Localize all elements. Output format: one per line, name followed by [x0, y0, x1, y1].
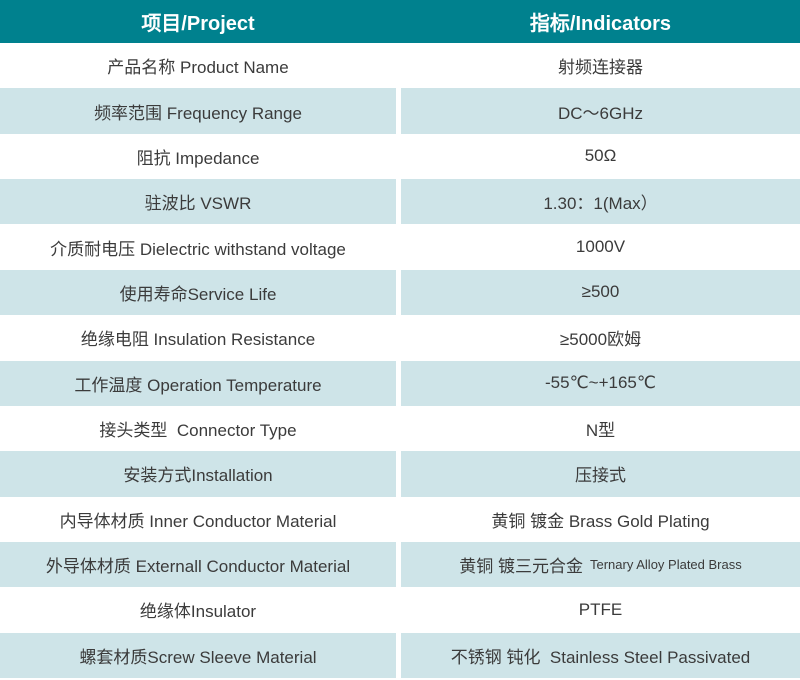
row-label-cell: 驻波比 VSWR	[0, 179, 396, 225]
row-label: 使用寿命Service Life	[119, 284, 277, 304]
row-value-cell: 1.30：1(Max）	[401, 179, 800, 225]
header-indicators-label: 指标/Indicators	[529, 13, 672, 35]
table-row-external-conductor-material: 外导体材质 Externall Conductor Material 黄铜 镀三…	[0, 541, 800, 588]
table-row-operation-temperature: 工作温度 Operation Temperature -55℃~+165℃	[0, 360, 800, 406]
table-row-insulator: 绝缘体Insulator PTFE	[0, 587, 800, 633]
row-label: 绝缘电阻 Insulation Resistance	[80, 330, 316, 350]
row-value-cell: ≥5000欧姆	[401, 315, 800, 361]
row-label: 绝缘体Insulator	[139, 602, 257, 622]
table-row-installation: 安装方式Installation 压接式	[0, 451, 800, 497]
table-row-impedance: 阻抗 Impedance 50Ω	[0, 133, 800, 180]
row-label-cell: 工作温度 Operation Temperature	[0, 360, 396, 406]
row-label-cell: 使用寿命Service Life	[0, 269, 396, 316]
row-value: DC～6GHz	[557, 103, 643, 123]
table-header-row: 项目/Project 指标/Indicators	[0, 0, 800, 43]
row-label-cell: 阻抗 Impedance	[0, 133, 396, 180]
row-label: 阻抗 Impedance	[136, 148, 260, 168]
row-label-cell: 产品名称 Product Name	[0, 43, 396, 89]
row-label-cell: 外导体材质 Externall Conductor Material	[0, 541, 396, 588]
row-label-cell: 螺套材质Screw Sleeve Material	[0, 632, 396, 678]
row-label-cell: 内导体材质 Inner Conductor Material	[0, 496, 396, 542]
row-value-cell: 50Ω	[401, 133, 800, 180]
row-value-cell: 不锈钢 钝化 Stainless Steel Passivated	[401, 632, 800, 678]
table-row-connector-type: 接头类型 Connector Type N型	[0, 405, 800, 452]
row-label: 频率范围 Frequency Range	[94, 103, 302, 123]
row-value-cell: 黄铜 镀三元合金 Ternary Alloy Plated Brass	[401, 541, 800, 588]
row-value: -55℃~+165℃	[545, 373, 656, 393]
row-value: 黄铜 镀三元合金	[459, 557, 583, 577]
row-label-cell: 绝缘体Insulator	[0, 587, 396, 633]
row-value: 射频连接器	[558, 58, 643, 78]
row-value: ≥5000欧姆	[559, 330, 642, 350]
row-value-cell: N型	[401, 405, 800, 452]
row-value-cell: PTFE	[401, 587, 800, 633]
row-label: 内导体材质 Inner Conductor Material	[59, 511, 337, 531]
header-project-label: 项目/Project	[141, 13, 255, 35]
table-row-product-name: 产品名称 Product Name 射频连接器	[0, 43, 800, 89]
row-value: 压接式	[575, 466, 626, 486]
row-label-cell: 接头类型 Connector Type	[0, 405, 396, 452]
row-label: 外导体材质 Externall Conductor Material	[45, 557, 351, 577]
row-value-cell: 1000V	[401, 224, 800, 270]
row-value: 黄铜 镀金 Brass Gold Plating	[491, 511, 710, 531]
row-value: 1000V	[575, 237, 626, 257]
row-label: 产品名称 Product Name	[107, 58, 289, 78]
row-value: PTFE	[578, 599, 623, 619]
row-label: 介质耐电压 Dielectric withstand voltage	[50, 239, 346, 259]
row-value: ≥500	[581, 282, 620, 302]
table-row-insulation-resistance: 绝缘电阻 Insulation Resistance ≥5000欧姆	[0, 315, 800, 361]
row-value: 不锈钢 钝化 Stainless Steel Passivated	[450, 647, 751, 667]
row-label: 螺套材质Screw Sleeve Material	[79, 647, 317, 667]
header-indicators: 指标/Indicators	[401, 0, 800, 43]
row-value-cell: DC～6GHz	[401, 88, 800, 134]
row-label-cell: 介质耐电压 Dielectric withstand voltage	[0, 224, 396, 270]
table-row-inner-conductor-material: 内导体材质 Inner Conductor Material 黄铜 镀金 Bra…	[0, 496, 800, 542]
row-label: 安装方式Installation	[123, 466, 273, 486]
row-label: 工作温度 Operation Temperature	[74, 375, 322, 395]
table-row-service-life: 使用寿命Service Life ≥500	[0, 269, 800, 316]
table-row-frequency-range: 频率范围 Frequency Range DC～6GHz	[0, 88, 800, 134]
row-label-cell: 绝缘电阻 Insulation Resistance	[0, 315, 396, 361]
table-row-vswr: 驻波比 VSWR 1.30：1(Max）	[0, 179, 800, 225]
row-value-cell: ≥500	[401, 269, 800, 316]
row-value: 1.30：1(Max）	[543, 194, 658, 214]
header-project: 项目/Project	[0, 0, 396, 43]
row-value-cell: 射频连接器	[401, 43, 800, 89]
table-row-dielectric-voltage: 介质耐电压 Dielectric withstand voltage 1000V	[0, 224, 800, 270]
row-value: N型	[585, 421, 616, 441]
row-value-sub: Ternary Alloy Plated Brass	[590, 557, 742, 573]
row-value-cell: 黄铜 镀金 Brass Gold Plating	[401, 496, 800, 542]
row-label-cell: 安装方式Installation	[0, 451, 396, 497]
row-value: 50Ω	[584, 146, 617, 166]
row-label: 驻波比 VSWR	[144, 194, 252, 214]
row-value-cell: -55℃~+165℃	[401, 360, 800, 406]
table-row-screw-sleeve-material: 螺套材质Screw Sleeve Material 不锈钢 钝化 Stainle…	[0, 632, 800, 678]
row-label-cell: 频率范围 Frequency Range	[0, 88, 396, 134]
row-label: 接头类型 Connector Type	[99, 421, 297, 441]
row-value-cell: 压接式	[401, 451, 800, 497]
